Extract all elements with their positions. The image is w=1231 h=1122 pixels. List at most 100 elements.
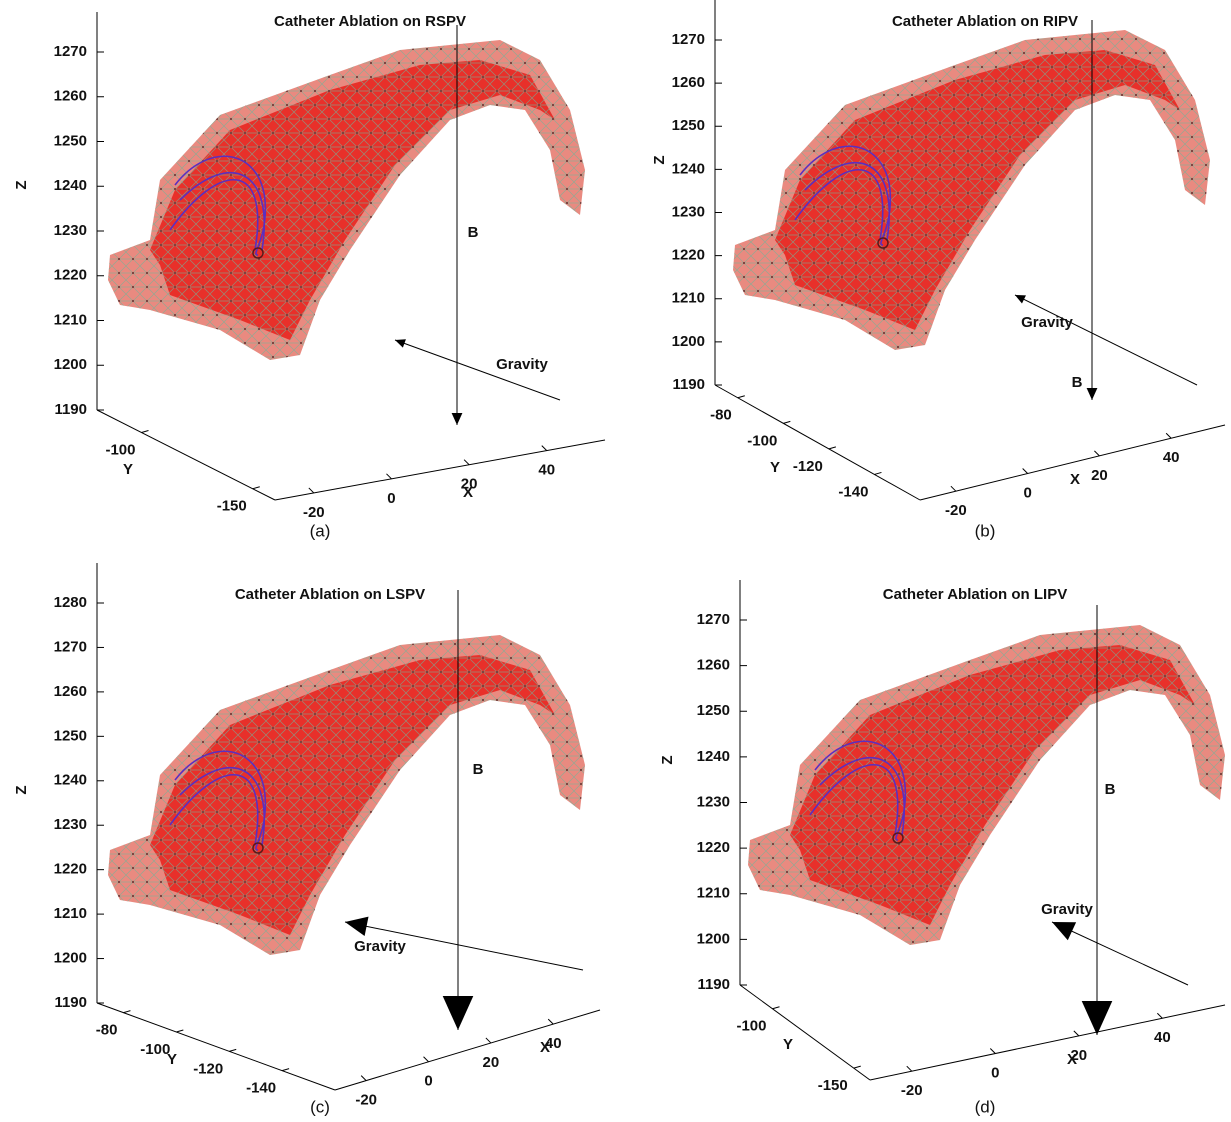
x-tick — [1094, 450, 1100, 457]
z-tick-label: 1270 — [54, 638, 87, 655]
arrow-head — [1081, 1001, 1113, 1035]
b-field-label: B — [468, 224, 479, 241]
z-tick-label: 1230 — [54, 816, 87, 833]
z-tick-label: 1210 — [54, 311, 87, 328]
x-tick — [989, 1048, 996, 1054]
arrow-head — [1086, 388, 1098, 400]
atrium-mesh — [747, 624, 1226, 946]
gravity-line — [1051, 921, 1189, 986]
y-tick — [281, 1068, 290, 1072]
y-tick — [874, 471, 882, 475]
x-axis — [869, 1004, 1226, 1081]
arrow-head — [451, 413, 463, 425]
gravity-label: Gravity — [496, 356, 548, 373]
y-tick-label: -120 — [193, 1060, 223, 1077]
z-tick-label: 1210 — [697, 885, 730, 902]
x-tick-label: 40 — [1163, 449, 1180, 466]
z-tick-label: 1220 — [672, 247, 705, 264]
atrium-mesh — [107, 39, 586, 361]
y-tick — [853, 1065, 861, 1069]
y-axis-label: Y — [167, 1051, 177, 1068]
x-tick-label: -20 — [945, 502, 967, 519]
z-tick-label: 1230 — [697, 793, 730, 810]
z-tick-label: 1270 — [672, 31, 705, 48]
z-tick-label: 1200 — [54, 950, 87, 967]
b-field-label: B — [1105, 781, 1116, 798]
z-tick-label: 1220 — [54, 861, 87, 878]
x-tick — [906, 1065, 913, 1072]
x-tick — [386, 473, 392, 480]
z-tick-label: 1240 — [672, 160, 705, 177]
z-tick-label: 1210 — [672, 290, 705, 307]
x-axis-label: X — [1067, 1051, 1077, 1068]
z-tick-label: 1260 — [54, 88, 87, 105]
z-tick-label: 1230 — [672, 203, 705, 220]
x-tick-label: 40 — [545, 1035, 562, 1052]
x-tick-label: 40 — [1154, 1029, 1171, 1046]
z-tick-label: 1240 — [54, 772, 87, 789]
y-axis — [714, 384, 921, 501]
b-field-label: B — [1072, 374, 1083, 391]
y-axis — [96, 1002, 336, 1091]
chart-title: Catheter Ablation on RIPV — [892, 13, 1078, 30]
z-tick-label: 1200 — [697, 930, 730, 947]
z-tick-label: 1200 — [672, 333, 705, 350]
z-tick-label: 1250 — [672, 117, 705, 134]
x-tick-label: 0 — [991, 1064, 999, 1081]
y-tick — [123, 1010, 131, 1014]
x-tick-label: 20 — [1070, 1047, 1087, 1064]
y-tick-label: -100 — [105, 441, 135, 458]
x-tick — [1165, 432, 1172, 439]
z-tick-label: 1270 — [697, 611, 730, 628]
x-tick — [950, 485, 957, 492]
x-tick-label: 0 — [1023, 484, 1031, 501]
y-tick-label: -140 — [246, 1080, 276, 1097]
y-tick-label: -120 — [793, 458, 823, 475]
z-tick-label: 1190 — [697, 976, 730, 993]
z-tick-label: 1190 — [672, 376, 705, 393]
z-tick-label: 1200 — [54, 356, 87, 373]
y-tick-label: -100 — [736, 1018, 766, 1035]
gravity-line — [344, 921, 584, 971]
z-tick-label: 1250 — [697, 702, 730, 719]
x-tick — [463, 459, 470, 466]
x-tick-label: -20 — [355, 1092, 377, 1109]
y-tick-label: -80 — [710, 407, 732, 424]
x-tick — [1156, 1012, 1163, 1019]
gravity-line — [394, 339, 561, 401]
x-axis-label: X — [463, 484, 473, 501]
x-tick — [485, 1037, 492, 1044]
y-tick — [141, 430, 149, 433]
z-tick-label: 1250 — [54, 727, 87, 744]
y-tick-label: -80 — [96, 1022, 118, 1039]
x-tick-label: 20 — [461, 476, 478, 493]
z-tick-label: 1260 — [54, 683, 87, 700]
x-tick — [360, 1075, 367, 1081]
x-tick-label: 20 — [483, 1054, 500, 1071]
y-tick — [828, 446, 837, 450]
x-tick-label: 20 — [1091, 467, 1108, 484]
y-tick-label: -100 — [747, 432, 777, 449]
x-tick-label: 0 — [424, 1073, 432, 1090]
arrow-head — [395, 339, 406, 348]
y-tick-label: -150 — [217, 498, 247, 515]
gravity-label: Gravity — [354, 938, 406, 955]
panel-caption: (c) — [310, 1097, 330, 1116]
y-tick — [252, 486, 260, 490]
atrium-mesh — [732, 29, 1211, 351]
x-axis — [274, 439, 606, 501]
y-axis-label: Y — [123, 461, 133, 478]
y-tick-label: -140 — [838, 483, 868, 500]
arrow-head — [442, 996, 474, 1030]
b-field-label: B — [473, 761, 484, 778]
x-tick — [423, 1056, 429, 1063]
arrow-head — [1015, 295, 1026, 304]
z-tick-label: 1210 — [54, 905, 87, 922]
z-axis-label: Z — [659, 755, 676, 764]
x-tick-label: 0 — [387, 490, 395, 507]
atrium-mesh — [107, 634, 586, 956]
chart-title: Catheter Ablation on RSPV — [274, 13, 466, 30]
z-tick-label: 1260 — [697, 657, 730, 674]
z-tick-label: 1230 — [54, 222, 87, 239]
